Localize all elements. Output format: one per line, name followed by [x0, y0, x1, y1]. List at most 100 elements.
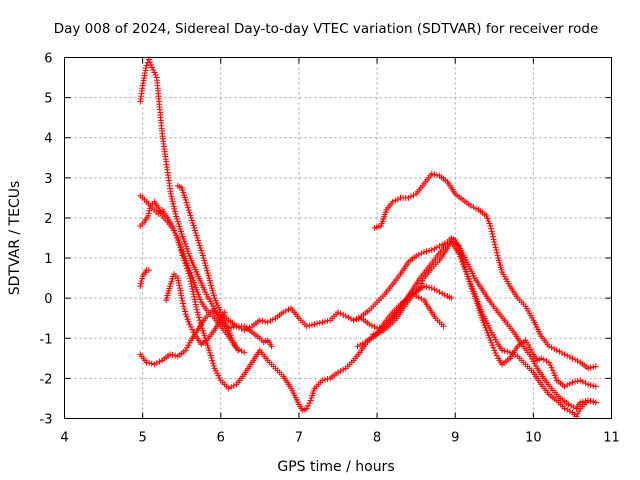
data-point [489, 233, 496, 240]
data-point [196, 294, 203, 301]
data-point [579, 378, 586, 385]
y-tick-label: 5 [44, 92, 52, 107]
data-point [188, 217, 195, 224]
data-point [259, 317, 266, 324]
y-tick-label: 2 [44, 212, 52, 227]
series-track-k [354, 237, 599, 412]
data-point [582, 398, 589, 405]
data-point [199, 250, 206, 257]
data-point [486, 334, 493, 341]
data-point [417, 283, 424, 290]
data-point [488, 225, 495, 232]
data-point [195, 240, 202, 247]
data-point [506, 349, 513, 356]
data-point [137, 280, 144, 287]
data-point [172, 229, 179, 236]
data-point [168, 195, 175, 202]
data-point [426, 247, 433, 254]
data-point [357, 341, 364, 348]
data-point [574, 378, 581, 385]
data-point [145, 210, 152, 217]
data-point [183, 344, 190, 351]
data-point [204, 270, 211, 277]
data-point [147, 61, 154, 68]
data-point [461, 263, 468, 270]
data-point [171, 205, 178, 212]
data-point [228, 384, 235, 391]
data-point [234, 347, 241, 354]
data-point [458, 256, 465, 263]
data-point [167, 190, 174, 197]
data-point [431, 245, 438, 252]
data-point [168, 193, 175, 200]
data-point [461, 266, 468, 273]
data-point [187, 323, 194, 330]
data-point [194, 289, 201, 296]
data-point [191, 227, 198, 234]
data-point [173, 232, 180, 239]
data-point [205, 272, 212, 279]
data-point [585, 381, 592, 388]
data-point [410, 192, 417, 199]
data-point [314, 320, 321, 327]
chart-title: Day 008 of 2024, Sidereal Day-to-day VTE… [54, 21, 599, 37]
data-point [501, 347, 508, 354]
data-point [187, 269, 194, 276]
data-point [418, 250, 425, 257]
data-point [319, 319, 326, 326]
data-point [230, 382, 237, 389]
data-point [489, 230, 496, 237]
data-point [180, 303, 187, 310]
data-point [210, 362, 217, 369]
data-point [241, 349, 248, 356]
data-point [206, 347, 213, 354]
data-point [494, 252, 501, 259]
plot-frame [64, 57, 612, 419]
data-point [176, 223, 183, 230]
data-point [151, 69, 158, 76]
data-point [182, 347, 189, 354]
data-point [188, 272, 195, 279]
data-point [493, 352, 500, 359]
data-point [585, 397, 592, 404]
data-point [561, 405, 568, 412]
data-point [569, 379, 576, 386]
data-point [198, 247, 205, 254]
data-point [420, 249, 427, 256]
data-point [193, 306, 200, 313]
data-point [190, 291, 197, 298]
data-point [572, 378, 579, 385]
data-point [465, 276, 472, 283]
labels-layer: 4 5 6 7 8 9 10 11 -3 -2 -1 0 1 2 3 4 5 6 [40, 52, 620, 446]
data-point [177, 228, 184, 235]
data-point [201, 257, 208, 264]
data-point [577, 377, 584, 384]
data-point [467, 281, 474, 288]
data-point [545, 359, 552, 366]
data-point [143, 359, 150, 366]
y-tick-label: -1 [40, 332, 53, 347]
data-point [324, 376, 331, 383]
data-point [280, 309, 287, 316]
data-point [477, 306, 484, 313]
data-point [577, 399, 584, 406]
data-point [426, 284, 433, 291]
data-point [366, 321, 373, 328]
data-point [488, 228, 495, 235]
data-point [345, 314, 352, 321]
data-point [228, 324, 235, 331]
data-point [151, 361, 158, 368]
data-point [550, 369, 557, 376]
data-point [174, 215, 181, 222]
data-point [474, 298, 481, 305]
series-track-g [163, 271, 228, 348]
y-tick-label: -3 [40, 413, 53, 428]
data-point [433, 244, 440, 251]
x-tick-label: 10 [525, 431, 542, 446]
data-point [440, 323, 447, 330]
data-point [191, 224, 198, 231]
data-point [492, 244, 499, 251]
data-point [441, 240, 448, 247]
data-point [592, 399, 599, 406]
data-point [306, 400, 313, 407]
